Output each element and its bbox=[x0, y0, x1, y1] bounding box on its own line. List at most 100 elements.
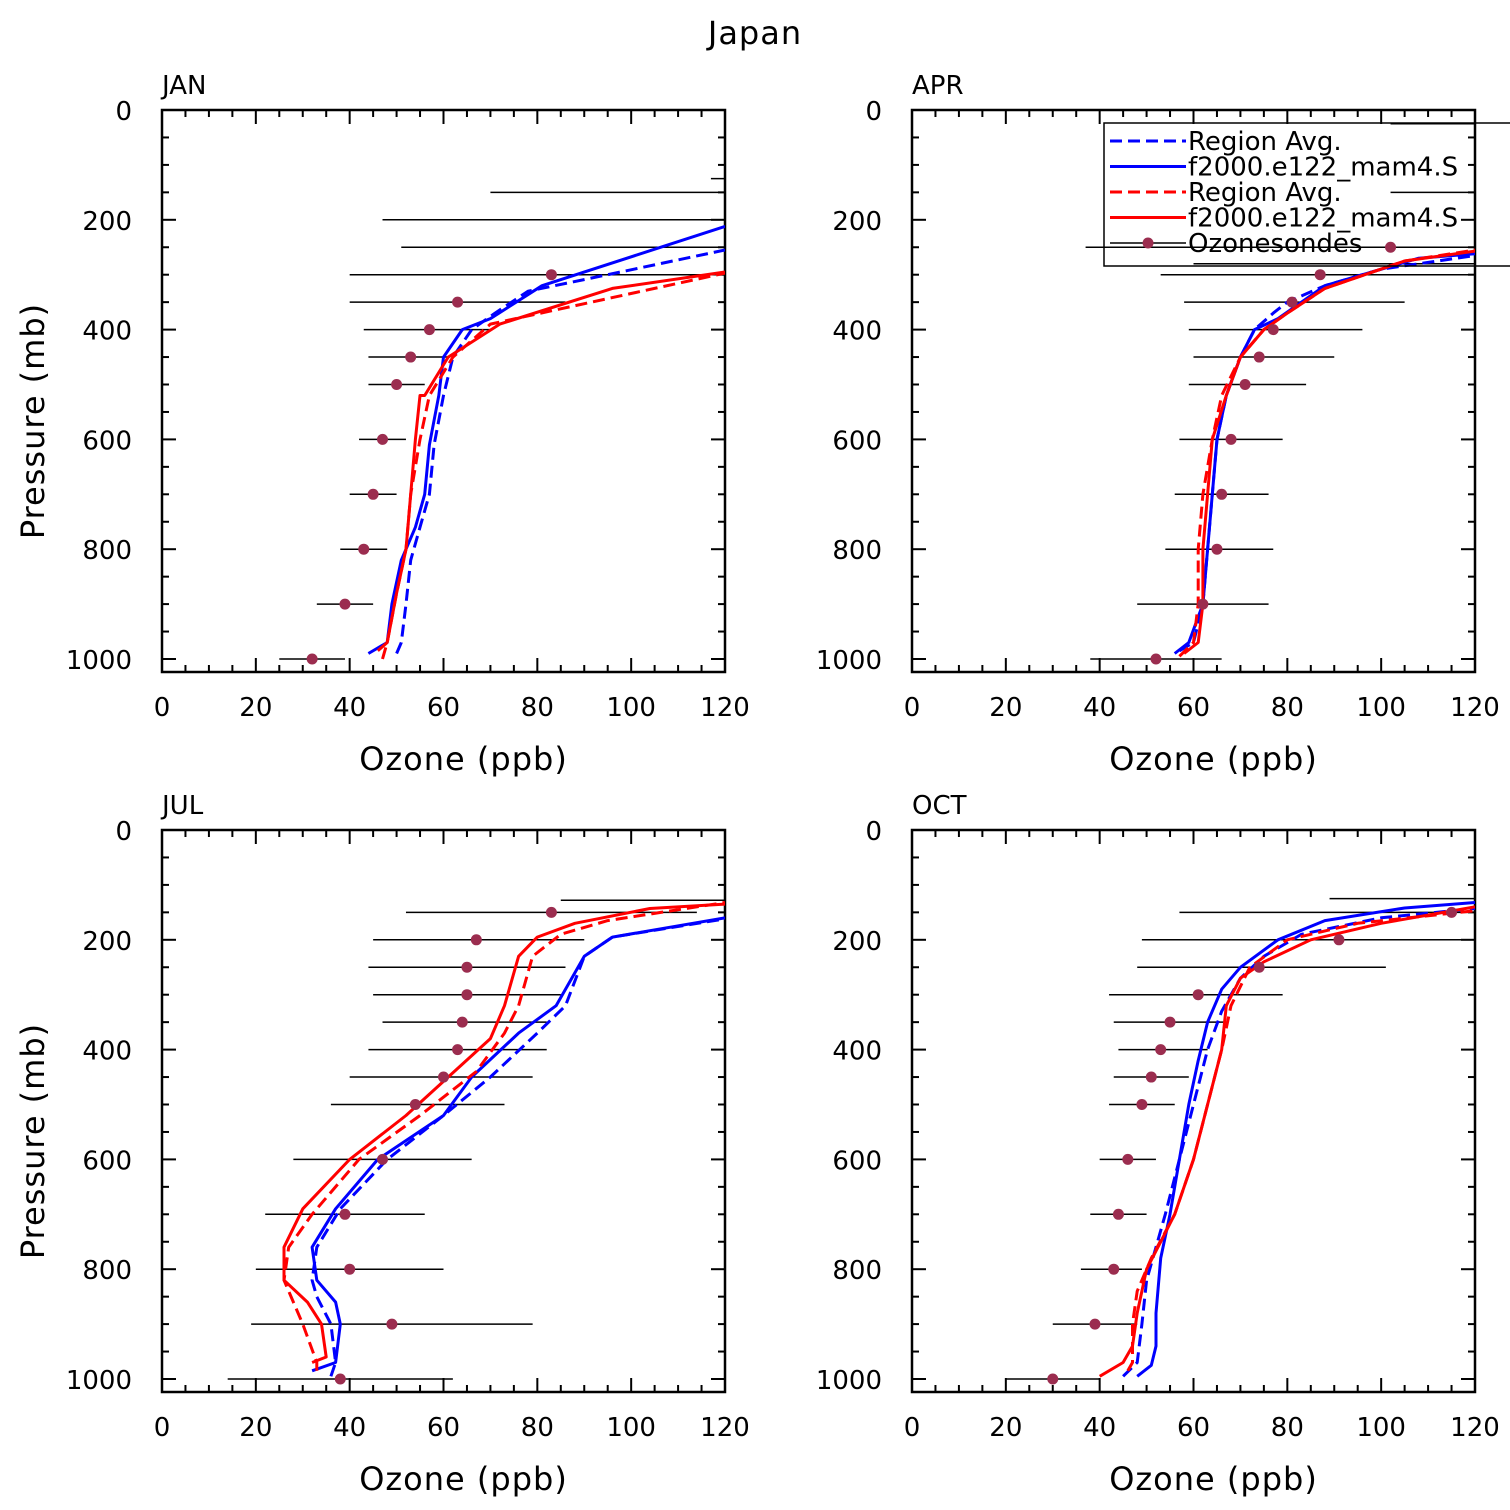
y-tick-label: 0 bbox=[865, 97, 882, 127]
panel-title: JUL bbox=[160, 791, 204, 821]
legend-label: f2000.e122_mam4.S bbox=[1188, 204, 1458, 234]
ozonesonde-point bbox=[1314, 269, 1326, 281]
series-line-4-solid bbox=[376, 270, 725, 652]
ozonesonde-point bbox=[391, 379, 403, 390]
y-tick-label: 0 bbox=[865, 817, 882, 847]
panel-title: APR bbox=[912, 71, 964, 101]
ozonesonde-point bbox=[377, 1153, 389, 1165]
series-line-1-dashed bbox=[395, 248, 725, 655]
y-tick-label: 200 bbox=[832, 207, 882, 237]
y-tick-label: 200 bbox=[82, 207, 132, 237]
ozonesonde-point bbox=[1197, 598, 1209, 610]
x-tick-label: 20 bbox=[989, 1413, 1022, 1443]
plot-frame bbox=[160, 108, 727, 674]
ozonesonde-point bbox=[358, 543, 370, 555]
ozonesonde-point bbox=[545, 906, 557, 918]
legend-item: f2000.e122_mam4.S bbox=[1110, 204, 1458, 234]
ozonesonde-point bbox=[367, 488, 379, 500]
x-tick-label: 120 bbox=[700, 693, 750, 723]
ozonesonde-point bbox=[461, 961, 473, 973]
ozonesonde-point bbox=[1253, 961, 1265, 973]
y-tick-label: 0 bbox=[115, 97, 132, 127]
ozonesonde-point bbox=[1108, 1263, 1120, 1275]
legend-label: Ozonesondes bbox=[1188, 229, 1362, 259]
ozonesonde-point bbox=[405, 351, 417, 363]
ozonesonde-point bbox=[1333, 934, 1345, 946]
legend-item: Region Avg. bbox=[1110, 127, 1342, 157]
ozonesonde-point bbox=[438, 1071, 449, 1083]
x-tick-label: 40 bbox=[333, 693, 366, 723]
series-line-4-solid bbox=[1183, 249, 1475, 655]
legend-item: Ozonesondes bbox=[1110, 229, 1362, 259]
y-tick-label: 1000 bbox=[66, 646, 132, 676]
ozonesonde-point bbox=[1192, 989, 1204, 1001]
x-tick-label: 80 bbox=[1271, 1413, 1304, 1443]
ozonesonde-point bbox=[452, 296, 464, 308]
y-tick-label: 800 bbox=[82, 536, 132, 566]
plot-frame bbox=[910, 828, 1477, 1394]
ozonesonde-point bbox=[1164, 1016, 1176, 1028]
legend-label: f2000.e122_mam4.S bbox=[1188, 153, 1458, 183]
legend-label: Region Avg. bbox=[1188, 178, 1342, 208]
ozonesonde-point bbox=[1047, 1373, 1059, 1385]
panel-oct: OCT 0 20 40 60 80 100 120 0 200 400 600 800 1000 Ozone… bbox=[816, 791, 1500, 1498]
y-tick-label: 400 bbox=[832, 1037, 882, 1067]
x-tick-label: 0 bbox=[154, 1413, 171, 1443]
y-tick-label: 1000 bbox=[66, 1366, 132, 1396]
y-tick-label: 400 bbox=[82, 1037, 132, 1067]
ozonesonde-point bbox=[545, 269, 557, 281]
ozonesonde-point bbox=[1253, 351, 1265, 363]
x-tick-label: 40 bbox=[333, 1413, 366, 1443]
x-tick-label: 20 bbox=[989, 693, 1022, 723]
ozonesonde-point bbox=[1211, 543, 1223, 555]
x-tick-label: 100 bbox=[1356, 693, 1406, 723]
ozonesonde-point bbox=[461, 989, 473, 1001]
ozonesonde-point bbox=[409, 1099, 421, 1110]
x-tick-label: 60 bbox=[1177, 1413, 1210, 1443]
ozonesonde-point bbox=[423, 324, 435, 336]
legend-marker bbox=[1142, 237, 1154, 249]
x-axis-title: Ozone (ppb) bbox=[359, 740, 568, 778]
y-tick-label: 600 bbox=[832, 1146, 882, 1176]
series-line-2-solid bbox=[367, 224, 725, 655]
y-tick-label: 800 bbox=[832, 1256, 882, 1286]
legend-item: f2000.e122_mam4.S bbox=[1110, 153, 1458, 183]
x-tick-label: 100 bbox=[606, 1413, 656, 1443]
ozonesonde-point bbox=[1112, 1208, 1124, 1220]
legend-box bbox=[1103, 122, 1510, 267]
ozonesonde-point bbox=[1089, 1318, 1101, 1330]
x-axis-title: Ozone (ppb) bbox=[1109, 1460, 1318, 1498]
y-tick-label: 800 bbox=[832, 536, 882, 566]
ozonesonde-point bbox=[339, 1208, 351, 1220]
x-tick-label: 100 bbox=[606, 693, 656, 723]
y-tick-label: 400 bbox=[82, 317, 132, 347]
y-tick-label: 200 bbox=[82, 927, 132, 957]
y-tick-label: 0 bbox=[115, 817, 132, 847]
series-line-3-dashed bbox=[1178, 248, 1475, 658]
ozonesonde-point bbox=[1267, 324, 1279, 336]
figure-title: Japan bbox=[706, 14, 802, 52]
series-line-1-dashed bbox=[310, 917, 725, 1377]
panel-jan: JAN 0 20 40 60 80 100 120 0 200 400 600 800 1000 Ozone… bbox=[14, 71, 750, 778]
x-tick-label: 40 bbox=[1083, 693, 1116, 723]
ozonesonde-point bbox=[1145, 1071, 1157, 1083]
y-tick-label: 200 bbox=[832, 927, 882, 957]
y-tick-label: 1000 bbox=[816, 1366, 882, 1396]
x-axis-title: Ozone (ppb) bbox=[1109, 740, 1318, 778]
series-line-1-dashed bbox=[1122, 907, 1475, 1378]
x-tick-label: 40 bbox=[1083, 1413, 1116, 1443]
y-tick-label: 800 bbox=[82, 1256, 132, 1286]
x-tick-label: 20 bbox=[239, 1413, 272, 1443]
plot-area bbox=[279, 177, 725, 665]
x-tick-label: 120 bbox=[1450, 693, 1500, 723]
ozonesonde-point bbox=[339, 598, 351, 610]
ozonesonde-point bbox=[1155, 1044, 1167, 1056]
ozonesonde-point bbox=[452, 1044, 464, 1056]
ozonesonde-point bbox=[1225, 433, 1237, 445]
series-line-3-dashed bbox=[282, 901, 725, 1371]
x-tick-label: 20 bbox=[239, 693, 272, 723]
series-line-2-solid bbox=[1173, 252, 1475, 655]
ozonesonde-point bbox=[334, 1373, 346, 1385]
y-tick-label: 600 bbox=[82, 1146, 132, 1176]
